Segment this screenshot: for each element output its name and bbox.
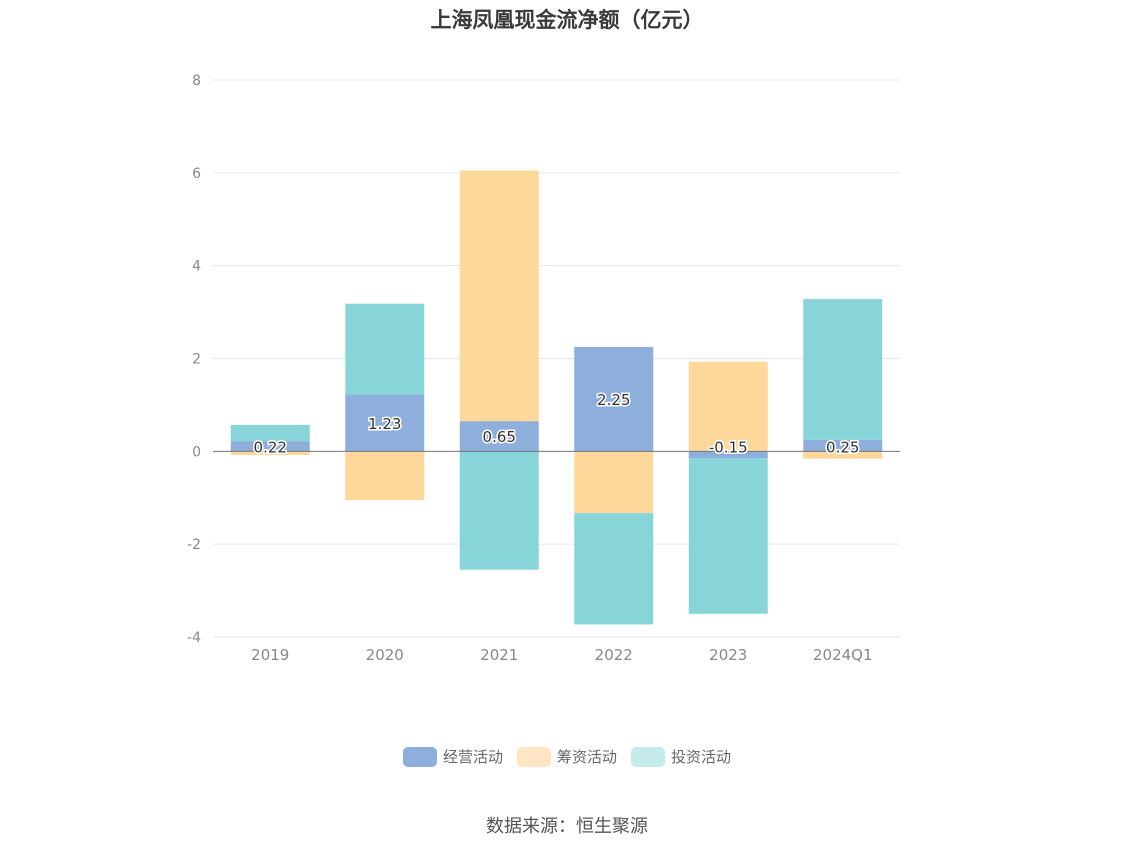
legend-swatch-financing	[516, 746, 551, 767]
data-label: 2.25	[597, 391, 630, 409]
bar-1-1	[345, 451, 425, 501]
legend-label-operating: 经营活动	[442, 748, 503, 766]
legend-label-investing: 投资活动	[671, 748, 732, 766]
bar-1-4	[688, 361, 768, 452]
data-label: -0.15	[709, 438, 748, 456]
legend-item-investing[interactable]: 投资活动	[631, 746, 731, 767]
bar-1-5	[803, 451, 883, 459]
legend-label-financing: 筹资活动	[556, 748, 617, 766]
legend-item-financing[interactable]: 筹资活动	[516, 746, 617, 767]
bar-2-3	[574, 513, 654, 625]
data-label: 0.65	[483, 428, 516, 446]
bar-1-0	[230, 451, 310, 456]
y-tick-label: 6	[192, 166, 201, 182]
bar-2-2	[459, 451, 539, 570]
x-tick-label: 2021	[480, 646, 518, 664]
y-tick-label: 8	[192, 73, 201, 89]
bar-2-4	[688, 458, 768, 614]
data-label: 0.25	[826, 438, 859, 456]
x-tick-label: 2023	[709, 646, 747, 664]
x-tick-label: 2022	[595, 646, 633, 664]
bar-0-0	[230, 441, 310, 452]
legend-swatch-operating	[402, 746, 437, 767]
legend-swatch-investing	[631, 746, 665, 767]
data-label: 0.22	[254, 438, 287, 456]
bar-2-1	[345, 303, 425, 395]
bar-0-2	[459, 421, 539, 452]
y-tick-label: 2	[192, 352, 201, 368]
bar-0-1	[345, 394, 425, 452]
x-tick-label: 2020	[366, 646, 404, 664]
chart-title: 上海凤凰现金流净额（亿元）	[430, 8, 704, 32]
bar-0-4	[688, 451, 768, 459]
bar-1-2	[459, 170, 539, 422]
y-tick-label: 0	[192, 444, 201, 460]
bar-1-3	[574, 451, 654, 514]
x-tick-label: 2024Q1	[813, 646, 873, 664]
data-label: 1.23	[368, 415, 401, 433]
bar-0-3	[574, 346, 654, 452]
bar-0-5	[803, 439, 883, 452]
legend: 经营活动 筹资活动 投资活动	[0, 746, 1134, 767]
y-tick-label: -4	[187, 630, 201, 646]
chart: 8 6 4 2 0 -2 -4 2019 2020 2021 2022 2023 2024Q1 0.22 1…	[187, 73, 900, 664]
y-tick-label: 4	[192, 259, 201, 275]
bar-2-0	[230, 424, 310, 442]
legend-item-operating[interactable]: 经营活动	[402, 746, 503, 767]
bar-2-5	[803, 299, 883, 440]
y-tick-label: -2	[187, 537, 201, 553]
data-source: 数据来源：恒生聚源	[486, 816, 648, 837]
x-tick-label: 2019	[251, 646, 289, 664]
